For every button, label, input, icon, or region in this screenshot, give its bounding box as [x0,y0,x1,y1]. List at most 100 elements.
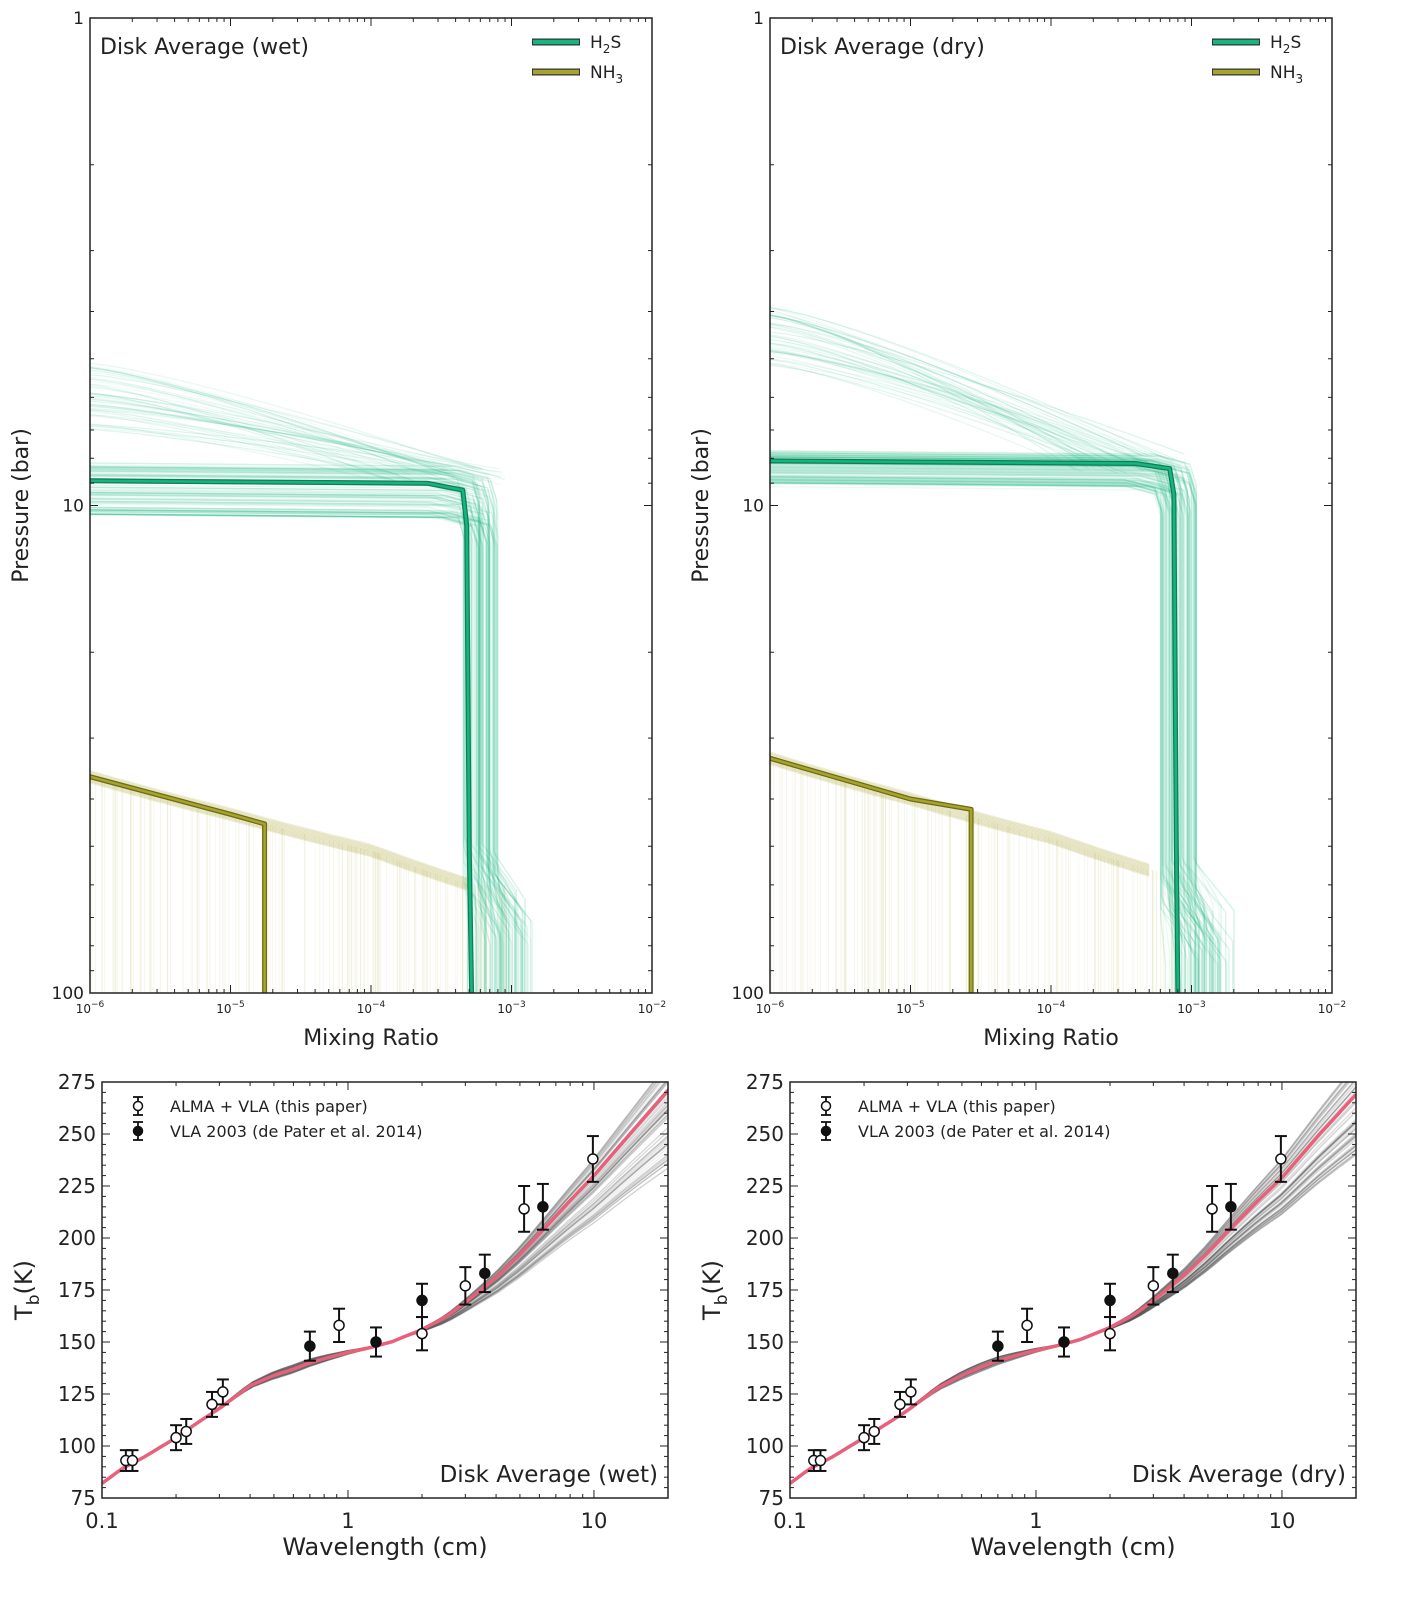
h2s-ensemble-line [769,471,1210,993]
h2s-ensemble-line [89,470,513,993]
legend-label: VLA 2003 (de Pater et al. 2014) [858,1122,1111,1141]
h2s-ensemble-line [89,477,487,993]
h2s-plume-line [769,334,1102,456]
h2s-ensemble-line [769,458,1205,993]
alma-vla-point [217,1386,229,1398]
h2s-plume-line [769,350,1145,461]
h2s-ensemble-line [89,497,526,993]
h2s-ensemble-line [89,509,523,993]
x-axis-label: Mixing Ratio [303,1026,439,1051]
h2s-plume-line [89,392,479,480]
h2s-ensemble-line [769,483,1219,993]
panel-annotation: Disk Average (dry) [1132,1462,1346,1488]
panel-annotation: Disk Average (wet) [440,1462,658,1488]
alma-vla-point [1206,1203,1218,1215]
h2s-plume-line [89,362,506,481]
vla-point [304,1340,316,1352]
nh3-saturation-curve [769,762,1150,877]
alma-vla-point [1275,1153,1287,1165]
nh3-saturation-curve [89,780,470,891]
h2s-ensemble-line [769,468,1199,993]
alma-vla-point [814,1454,827,1467]
h2s-ensemble-line [89,513,505,993]
h2s-plume-line [769,323,1124,469]
tb-panel-1: 0.1 1 10 75 100 125 150 175 200 225 250 275 Waveleng… [10,1070,669,1561]
h2s-plume-line [769,365,1113,457]
h2s-ensemble-line [89,486,502,993]
x-tick-label: 10−4 [1037,1000,1066,1016]
x-tick-label: 1 [341,1509,354,1533]
y-tick-label: 175 [746,1278,784,1302]
legend-marker [132,1100,144,1112]
h2s-plume-line [89,370,433,475]
h2s-ensemble-line [769,474,1183,993]
h2s-plume-line [89,408,411,482]
alma-vla-point [1021,1319,1033,1332]
h2s-ensemble-line [89,500,501,993]
legend: ALMA + VLA (this paper) VLA 2003 (de Pate… [820,1096,1111,1141]
h2s-plume-line [769,309,1077,471]
h2s-ensemble-line [89,466,502,993]
h2s-plume-line [89,405,453,468]
h2s-ensemble-line [769,466,1220,993]
h2s-plume-line [769,312,1130,456]
h2s-plume-line [769,322,1176,460]
h2s-plume-line [769,349,1170,469]
vla-point [1225,1201,1237,1213]
h2s-ensemble-line [89,506,492,993]
x-tick-label: 10−4 [357,1000,386,1016]
pressure-panel-2: 10−6 10−5 10−4 10−3 10−2 1 10 100 Mixing Ratio Pr… [689,9,1346,1051]
vla-point [479,1267,491,1280]
h2s-ensemble-line [89,498,478,993]
h2s-ensemble-line [769,465,1208,993]
h2s-ensemble-line [769,472,1173,993]
h2s-plume-line [89,366,466,482]
h2s-ensemble-line [769,479,1200,993]
legend-label: NH3 [1270,63,1303,86]
h2s-plume-line [769,313,1098,467]
x-tick-label: 0.1 [85,1509,118,1533]
h2s-ensemble-line [769,450,1200,993]
vla-point [1104,1294,1116,1307]
h2s-ensemble-line [769,476,1186,993]
h2s-plume-line [89,393,483,470]
h2s-plume-line [89,403,470,473]
y-tick-label: 1 [753,9,764,29]
best-fit-model [102,1089,668,1485]
h2s-ensemble-line [89,466,524,993]
h2s-plume-line [769,348,1117,457]
observations [119,1135,599,1472]
h2s-plume-line [89,407,476,469]
h2s-ensemble-line [89,473,480,993]
h2s-plume-line [89,415,438,475]
h2s-ensemble-line [89,479,504,993]
h2s-ensemble-line [769,454,1217,993]
y-tick-label: 200 [58,1226,96,1250]
h2s-plume-line [769,317,1145,472]
h2s-plume-line [769,348,1103,468]
h2s-plume-line [89,424,503,473]
h2s-ensemble-line [769,462,1191,993]
h2s-plume-line [769,307,1102,467]
h2s-ensemble-line [769,479,1199,993]
legend-label: ALMA + VLA (this paper) [170,1097,368,1116]
h2s-ensemble-line [769,453,1186,993]
h2s-ensemble-line [769,478,1206,993]
h2s-ensemble-line [89,498,469,993]
h2s-ensemble-line [89,474,498,993]
h2s-plume-line [89,365,449,472]
h2s-ensemble-line [89,470,487,993]
h2s-ensemble-line [89,500,511,993]
h2s-ensemble-line [89,513,504,993]
model-ensemble [102,1082,668,1485]
h2s-ensemble-line [769,480,1207,993]
panel-annotation: Disk Average (wet) [100,35,309,60]
y-tick-label: 10 [742,497,764,517]
h2s-ensemble-line [89,466,524,993]
h2s-plume-line [89,400,502,478]
h2s-ensemble-line [769,456,1167,993]
x-tick-label: 10−3 [1177,1000,1206,1016]
h2s-ensemble-line [89,509,522,993]
